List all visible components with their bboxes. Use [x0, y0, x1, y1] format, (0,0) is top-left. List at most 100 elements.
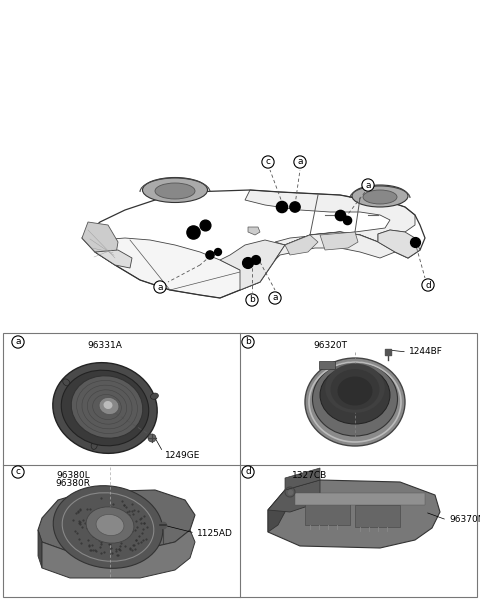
Point	[129, 545, 136, 555]
Point	[142, 535, 150, 544]
Text: 96380L: 96380L	[56, 470, 90, 479]
Circle shape	[148, 434, 156, 442]
Point	[105, 524, 113, 533]
Point	[105, 539, 112, 549]
Text: a: a	[157, 283, 163, 292]
Point	[131, 540, 138, 550]
Polygon shape	[285, 235, 318, 255]
Text: 1327CB: 1327CB	[292, 470, 328, 479]
Ellipse shape	[63, 379, 70, 386]
Point	[126, 518, 134, 528]
Point	[75, 534, 83, 544]
Polygon shape	[248, 227, 260, 235]
Point	[139, 524, 147, 534]
Point	[120, 500, 128, 510]
Point	[87, 509, 95, 518]
Point	[138, 529, 146, 538]
Point	[81, 518, 89, 527]
Point	[107, 539, 114, 548]
Point	[88, 528, 96, 538]
Point	[96, 504, 104, 514]
Point	[134, 538, 142, 548]
Point	[115, 523, 123, 533]
Bar	[3, 333, 477, 597]
Polygon shape	[38, 530, 42, 568]
Point	[108, 548, 116, 558]
Point	[92, 547, 100, 556]
Ellipse shape	[53, 362, 157, 454]
Text: a: a	[297, 157, 303, 166]
Bar	[355, 505, 400, 527]
Polygon shape	[220, 240, 285, 290]
Point	[138, 514, 145, 523]
Point	[90, 518, 98, 528]
Text: a: a	[15, 337, 21, 346]
Point	[121, 541, 129, 551]
Point	[98, 512, 106, 521]
Point	[97, 548, 105, 558]
Point	[89, 545, 97, 554]
Point	[201, 220, 209, 230]
Text: 1125AD: 1125AD	[197, 529, 233, 538]
Polygon shape	[95, 238, 260, 298]
Point	[140, 511, 147, 521]
Point	[127, 516, 134, 526]
Ellipse shape	[99, 397, 119, 415]
Point	[75, 518, 83, 527]
Point	[88, 540, 96, 550]
Point	[122, 502, 130, 511]
Ellipse shape	[71, 376, 143, 438]
Point	[140, 518, 148, 528]
Ellipse shape	[325, 364, 385, 413]
Point	[73, 528, 81, 538]
Polygon shape	[38, 490, 195, 552]
Point	[91, 519, 98, 529]
Point	[76, 519, 84, 529]
Point	[104, 535, 112, 544]
Text: 1244BF: 1244BF	[409, 347, 443, 356]
Point	[123, 508, 131, 517]
Point	[96, 542, 103, 551]
Polygon shape	[42, 530, 195, 578]
Text: 1249GE: 1249GE	[165, 451, 200, 460]
Point	[98, 503, 106, 513]
Point	[106, 533, 114, 543]
Point	[286, 487, 294, 497]
Point	[98, 535, 106, 544]
Point	[69, 515, 77, 524]
Point	[78, 523, 86, 532]
Text: d: d	[245, 467, 251, 476]
Ellipse shape	[337, 377, 372, 406]
Point	[99, 514, 107, 523]
Point	[132, 535, 139, 544]
Point	[291, 202, 299, 212]
Point	[137, 518, 145, 528]
Point	[135, 506, 143, 516]
Point	[112, 509, 120, 519]
Polygon shape	[245, 190, 415, 245]
Point	[132, 516, 140, 526]
Point	[112, 524, 120, 533]
Point	[76, 517, 84, 526]
Point	[116, 545, 124, 555]
Ellipse shape	[86, 507, 134, 543]
Point	[91, 530, 99, 539]
Point	[411, 237, 419, 247]
Point	[118, 497, 126, 506]
Point	[118, 538, 125, 548]
Text: b: b	[249, 295, 255, 304]
Point	[116, 541, 124, 551]
Point	[89, 531, 96, 541]
Point	[89, 514, 97, 524]
Point	[91, 545, 99, 554]
Point	[112, 547, 120, 556]
Point	[72, 508, 79, 518]
Point	[109, 500, 117, 509]
Ellipse shape	[143, 178, 207, 202]
Bar	[295, 493, 425, 505]
Point	[84, 536, 92, 545]
Polygon shape	[320, 395, 390, 429]
Polygon shape	[320, 232, 358, 250]
Ellipse shape	[312, 362, 397, 436]
Text: b: b	[245, 337, 251, 346]
